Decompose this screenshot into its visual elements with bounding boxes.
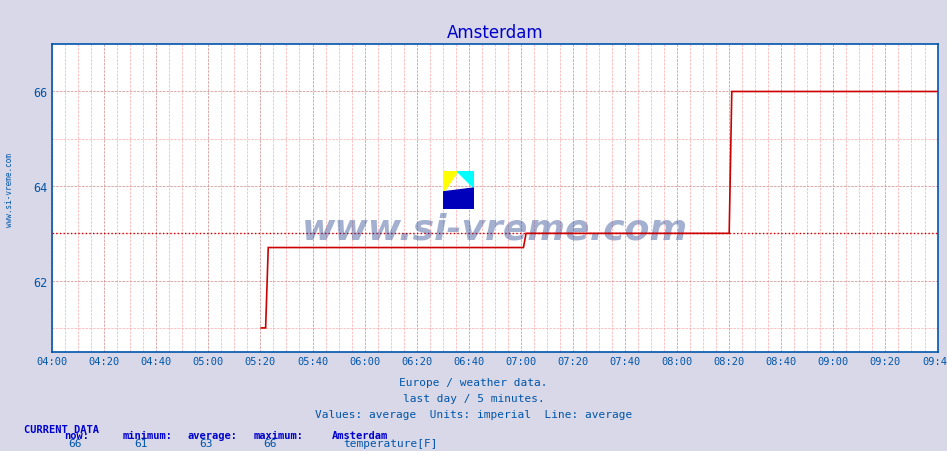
Text: Europe / weather data.: Europe / weather data. xyxy=(400,377,547,387)
Text: www.si-vreme.com: www.si-vreme.com xyxy=(5,152,14,226)
Text: www.si-vreme.com: www.si-vreme.com xyxy=(302,212,688,246)
Text: 66: 66 xyxy=(263,438,277,448)
Polygon shape xyxy=(456,171,474,189)
Text: Values: average  Units: imperial  Line: average: Values: average Units: imperial Line: av… xyxy=(314,409,633,419)
Text: Amsterdam: Amsterdam xyxy=(331,430,387,440)
Text: average:: average: xyxy=(188,430,238,440)
Text: maximum:: maximum: xyxy=(254,430,304,440)
Title: Amsterdam: Amsterdam xyxy=(446,24,544,42)
Polygon shape xyxy=(443,189,474,210)
Text: 66: 66 xyxy=(68,438,81,448)
Text: minimum:: minimum: xyxy=(123,430,173,440)
Text: temperature[F]: temperature[F] xyxy=(343,438,438,448)
Text: 61: 61 xyxy=(134,438,148,448)
Text: now:: now: xyxy=(64,430,89,440)
Text: 63: 63 xyxy=(199,438,212,448)
Polygon shape xyxy=(443,171,456,193)
Text: CURRENT DATA: CURRENT DATA xyxy=(24,424,98,434)
Text: last day / 5 minutes.: last day / 5 minutes. xyxy=(402,393,545,403)
